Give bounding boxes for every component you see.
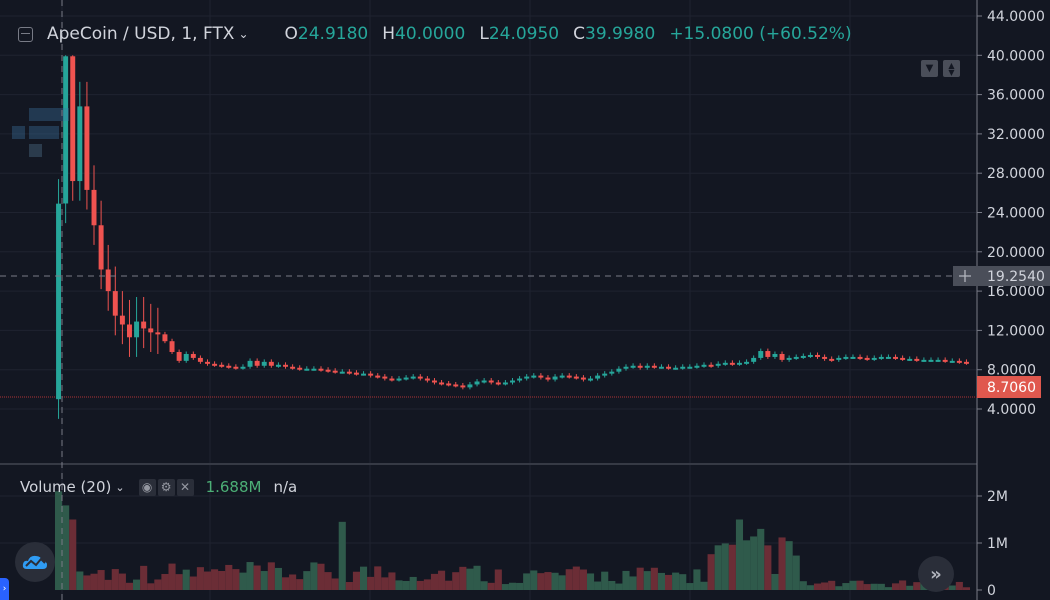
cloud-chart-icon: [22, 555, 47, 569]
volume-value: 1.688M: [205, 478, 262, 496]
gear-icon[interactable]: ⚙: [157, 478, 175, 496]
scroll-to-realtime-button[interactable]: »: [918, 556, 954, 592]
open-value: 24.9180: [297, 24, 369, 44]
volume-tick-label: 1M: [987, 536, 1008, 552]
change-value: +15.0800 (+60.52%): [669, 24, 852, 44]
expand-sidebar-tab[interactable]: ›: [0, 578, 9, 600]
price-tick-label: 32.0000: [987, 127, 1045, 143]
grid-lines: [0, 15, 977, 544]
open-key: O: [284, 24, 298, 44]
low-key: L: [479, 24, 489, 44]
triangle-down-icon: ▼: [925, 63, 934, 74]
close-key: C: [573, 24, 585, 44]
price-tick-label: 24.0000: [987, 206, 1045, 222]
close-icon[interactable]: ✕: [176, 478, 194, 496]
scale-updown-button[interactable]: ▲ ▼: [943, 60, 960, 77]
chevron-right-icon: ›: [2, 584, 7, 594]
symbol-legend: ApeCoin / USD, 1, FTX ⌄ O 24.9180 H 40.000…: [18, 24, 852, 44]
volume-title[interactable]: Volume (20): [20, 478, 112, 496]
double-chevron-right-icon: »: [930, 563, 942, 585]
volume-legend: Volume (20) ⌄ ◉ ⚙ ✕ 1.688M n/a: [20, 478, 297, 496]
up-down-arrows-icon: ▲ ▼: [948, 60, 955, 77]
last-price-label: [977, 376, 1041, 398]
volume-ma-value: n/a: [273, 478, 298, 496]
price-tick-label: 12.0000: [987, 323, 1045, 339]
price-axis[interactable]: 44.0000 40.0000 36.0000 32.0000 28.0000 24.00…: [977, 9, 1045, 418]
eye-icon[interactable]: ◉: [138, 478, 156, 496]
high-value: 40.0000: [395, 24, 466, 44]
price-tick-label: 8.0000: [987, 363, 1036, 379]
price-tick-label: 20.0000: [987, 245, 1045, 261]
crosshair-price-text: 19.2540: [987, 269, 1045, 285]
price-tick-label: 40.0000: [987, 48, 1045, 64]
collapse-legend-icon[interactable]: [18, 26, 33, 42]
price-tick-label: 28.0000: [987, 166, 1045, 182]
last-price-text: 8.7060: [987, 380, 1036, 396]
symbol-title[interactable]: ApeCoin / USD, 1, FTX: [47, 24, 235, 44]
volume-bars: [55, 491, 970, 590]
volume-axis[interactable]: 2M 1M 0: [977, 489, 1008, 599]
volume-tick-label: 2M: [987, 489, 1008, 505]
price-tick-label: 36.0000: [987, 88, 1045, 104]
crosshair-price-label: [977, 266, 1050, 286]
scale-down-button[interactable]: ▼: [921, 60, 938, 77]
close-value: 39.9980: [585, 24, 656, 44]
vertical-grid-lines: [61, 0, 851, 600]
ftx-watermark: [12, 108, 69, 157]
volume-tick-label: 0: [987, 583, 996, 599]
plus-icon: [959, 270, 971, 282]
chevron-down-icon[interactable]: ⌄: [115, 480, 125, 494]
high-key: H: [382, 24, 396, 44]
price-tick-label: 4.0000: [987, 402, 1036, 418]
low-value: 24.0950: [488, 24, 560, 44]
price-tick-label: 44.0000: [987, 9, 1045, 25]
candles: [56, 55, 969, 419]
tradingview-logo[interactable]: [15, 542, 55, 582]
price-tick-label: 16.0000: [987, 284, 1045, 300]
chevron-down-icon[interactable]: ⌄: [238, 27, 249, 41]
